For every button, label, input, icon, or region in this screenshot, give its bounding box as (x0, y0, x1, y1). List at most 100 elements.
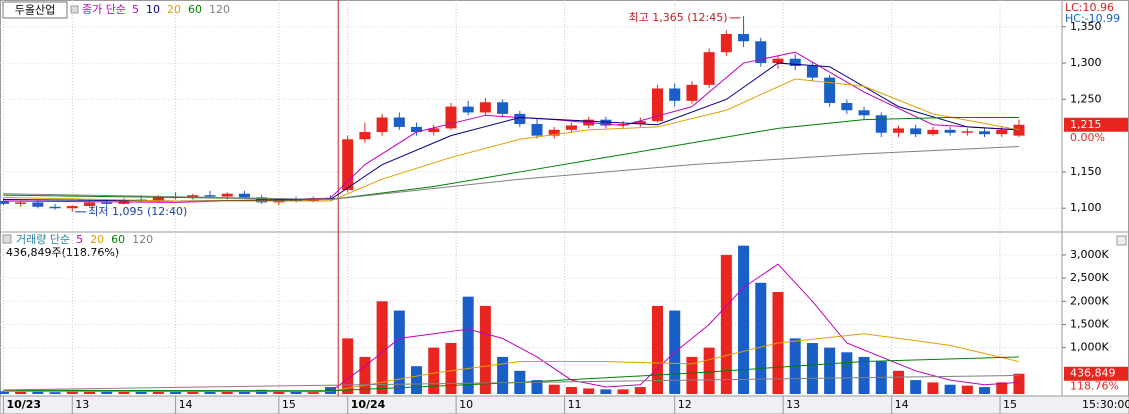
candle-body (393, 117, 405, 127)
ma-line (3, 146, 1019, 201)
volume-bar (479, 305, 491, 394)
chart-title: 두올산업 (15, 4, 55, 17)
candle-body (376, 117, 388, 133)
candle-body (0, 200, 9, 204)
last-price-label: 1,215 (1070, 118, 1102, 131)
volume-bar (1013, 373, 1025, 394)
ma-line (3, 78, 1020, 202)
candle-body (789, 58, 801, 66)
legend-entry: 60 (111, 233, 125, 246)
volume-bar (445, 343, 457, 394)
candle-body (565, 125, 577, 130)
candle-body (892, 128, 904, 133)
y-tick-label: 1,000K (1070, 341, 1109, 354)
volume-bar (170, 390, 182, 394)
candle-body (32, 202, 44, 207)
min-label: 최저 1,095 (12:40) (88, 205, 187, 218)
legend-label: 거래량 단순 (16, 233, 70, 246)
candle-body (66, 206, 78, 209)
volume-bar (634, 387, 646, 394)
volume-bar (583, 388, 595, 394)
candle-body (462, 106, 474, 113)
legend-entry: 120 (132, 233, 153, 246)
candle-body (772, 58, 784, 64)
volume-bar (617, 389, 629, 394)
volume-bar (824, 347, 836, 394)
candle-body (824, 77, 836, 103)
candle-body (15, 202, 27, 204)
legend-entry: 120 (209, 3, 230, 16)
volume-bar (204, 391, 216, 394)
x-tick-label: 12 (678, 398, 692, 411)
volume-bar (152, 391, 164, 394)
candle-body (445, 106, 457, 129)
last-volume-box (1064, 366, 1128, 381)
x-tick-label: 14 (895, 398, 909, 411)
volume-bar (187, 391, 199, 394)
volume-bar (359, 356, 371, 394)
volume-bar (32, 390, 44, 394)
ma-line (3, 117, 1019, 201)
candle-body (342, 139, 354, 191)
last-volume-label: 436,849 (1070, 367, 1116, 380)
candle-body (634, 121, 646, 125)
ma-line (3, 356, 1019, 392)
volume-bar (858, 356, 870, 394)
volume-bar (307, 392, 319, 394)
pct-label: 0.00% (1070, 131, 1105, 144)
candle-body (221, 193, 233, 197)
candle-body (738, 34, 750, 42)
candle-body (238, 193, 250, 198)
candle-body (703, 52, 715, 85)
hc-label: HC:-10.99 (1065, 12, 1120, 25)
collapse-button[interactable] (1116, 235, 1127, 246)
volume-bar (342, 338, 354, 394)
volume-bar (49, 392, 61, 394)
volume-bar (944, 384, 956, 394)
volume-bar (703, 347, 715, 394)
x-tick-label: 10 (459, 398, 473, 411)
volume-bar (15, 391, 27, 394)
volume-bar (892, 370, 904, 394)
candle-body (548, 129, 560, 136)
pct-label: 118.76% (1070, 380, 1119, 393)
volume-bar (548, 384, 560, 394)
ma-line (3, 263, 1020, 393)
candle-body (152, 196, 164, 201)
candle-body (49, 206, 61, 209)
icon[interactable] (70, 5, 79, 14)
volume-bar (101, 391, 113, 394)
candle-body (669, 88, 681, 101)
volume-bar (927, 382, 939, 394)
y-tick-label: 1,350 (1070, 20, 1102, 33)
volume-bar (83, 391, 96, 394)
volume-bar (600, 389, 612, 394)
legend-entry: 60 (188, 3, 202, 16)
y-tick-label: 1,100 (1070, 201, 1102, 214)
candle-body (324, 198, 336, 200)
candle-body (428, 128, 440, 133)
legend-entry: 10 (146, 3, 160, 16)
volume-bar (393, 310, 405, 394)
volume-bar (221, 390, 233, 394)
candle-body (479, 102, 491, 113)
x-tick-label: 13 (75, 398, 89, 411)
ma-line (3, 333, 1020, 392)
lc-label: LC:10.96 (1065, 1, 1114, 14)
x-tick-label: 14 (179, 398, 193, 411)
candle-body (961, 131, 973, 133)
volume-bar (979, 387, 991, 394)
candle-body (204, 195, 216, 197)
volume-bar (720, 254, 732, 394)
x-tick-label: 11 (568, 398, 582, 411)
icon[interactable] (2, 234, 12, 244)
volume-bar (996, 382, 1008, 394)
x-tick-label: 10/24 (351, 398, 386, 411)
candle-body (996, 129, 1008, 135)
volume-bar (428, 347, 440, 394)
volume-bar (806, 343, 818, 394)
max-label: 최고 1,365 (12:45) (629, 11, 728, 24)
last-price-box (1064, 117, 1128, 132)
ma-line (3, 374, 1019, 391)
x-tick-label: 15 (1003, 398, 1017, 411)
